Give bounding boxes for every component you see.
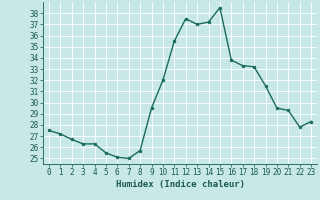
X-axis label: Humidex (Indice chaleur): Humidex (Indice chaleur) <box>116 180 244 189</box>
